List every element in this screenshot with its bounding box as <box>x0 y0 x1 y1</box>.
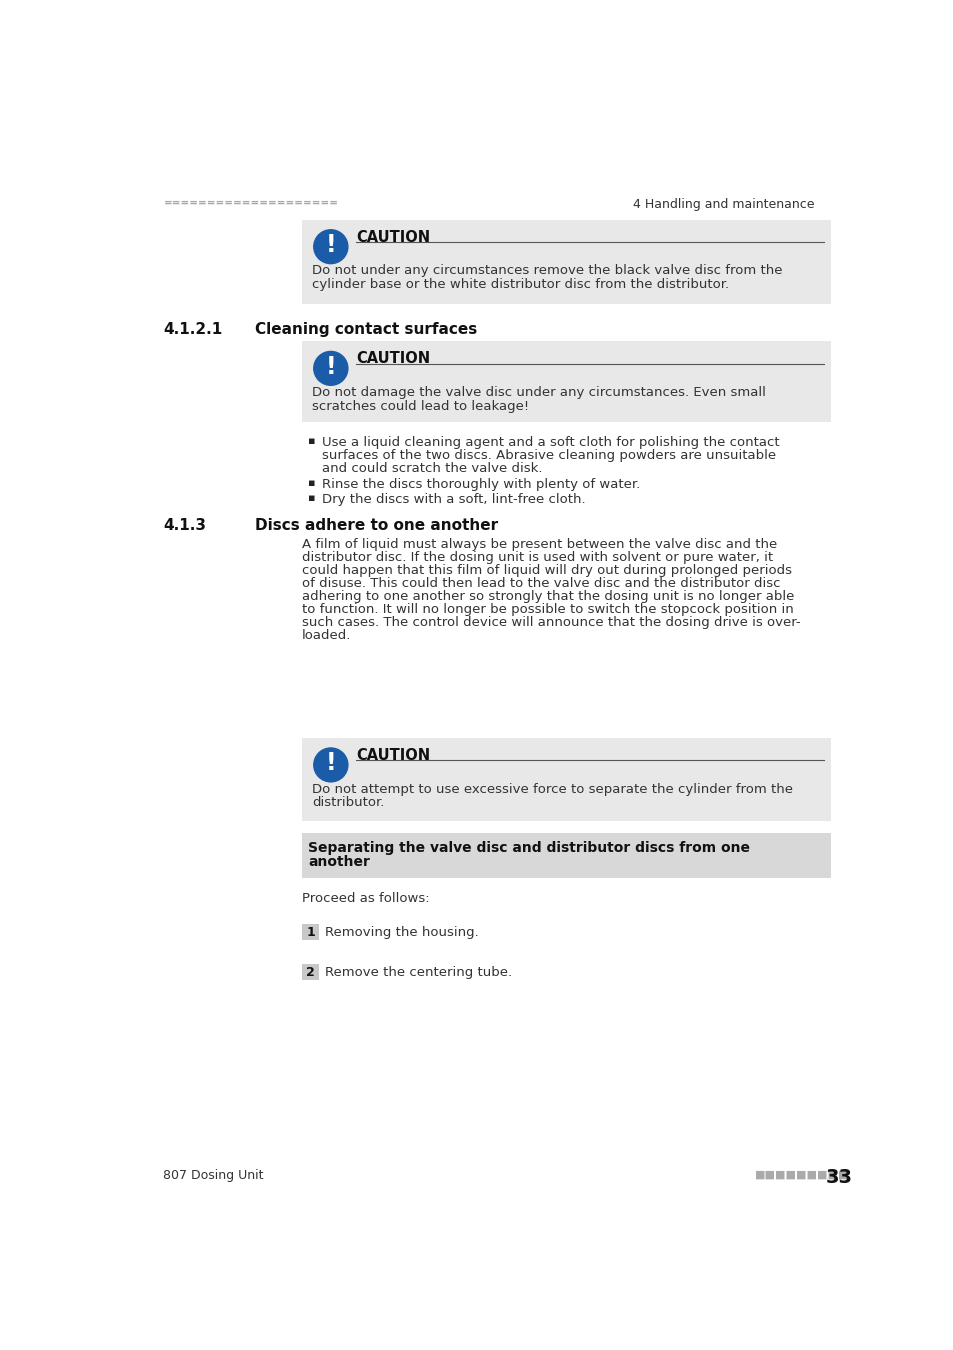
Text: distributor disc. If the dosing unit is used with solvent or pure water, it: distributor disc. If the dosing unit is … <box>302 551 773 564</box>
Text: to function. It will no longer be possible to switch the stopcock position in: to function. It will no longer be possib… <box>302 603 793 616</box>
Text: !: ! <box>325 752 335 775</box>
Text: CAUTION: CAUTION <box>356 748 430 763</box>
Text: scratches could lead to leakage!: scratches could lead to leakage! <box>312 400 529 413</box>
Circle shape <box>314 230 348 263</box>
Text: A film of liquid must always be present between the valve disc and the: A film of liquid must always be present … <box>302 537 777 551</box>
Text: cylinder base or the white distributor disc from the distributor.: cylinder base or the white distributor d… <box>312 278 729 292</box>
Text: 1: 1 <box>306 926 314 938</box>
Text: Remove the centering tube.: Remove the centering tube. <box>325 965 512 979</box>
Text: distributor.: distributor. <box>312 796 384 810</box>
Text: CAUTION: CAUTION <box>356 230 430 244</box>
Text: Do not damage the valve disc under any circumstances. Even small: Do not damage the valve disc under any c… <box>312 386 765 400</box>
Text: adhering to one another so strongly that the dosing unit is no longer able: adhering to one another so strongly that… <box>302 590 794 603</box>
Text: !: ! <box>325 355 335 379</box>
Text: Use a liquid cleaning agent and a soft cloth for polishing the contact: Use a liquid cleaning agent and a soft c… <box>322 436 780 450</box>
Text: of disuse. This could then lead to the valve disc and the distributor disc: of disuse. This could then lead to the v… <box>302 576 780 590</box>
Text: Do not attempt to use excessive force to separate the cylinder from the: Do not attempt to use excessive force to… <box>312 783 792 795</box>
Circle shape <box>314 748 348 782</box>
FancyBboxPatch shape <box>302 964 319 980</box>
Text: loaded.: loaded. <box>302 629 351 643</box>
Text: CAUTION: CAUTION <box>356 351 430 366</box>
Text: Proceed as follows:: Proceed as follows: <box>302 892 429 904</box>
FancyBboxPatch shape <box>302 220 831 305</box>
Text: ■■■■■■■■■: ■■■■■■■■■ <box>754 1169 848 1179</box>
Text: Discs adhere to one another: Discs adhere to one another <box>254 518 497 533</box>
FancyBboxPatch shape <box>302 738 831 821</box>
Text: could happen that this film of liquid will dry out during prolonged periods: could happen that this film of liquid wi… <box>302 564 791 576</box>
Text: Cleaning contact surfaces: Cleaning contact surfaces <box>254 323 476 338</box>
Text: and could scratch the valve disk.: and could scratch the valve disk. <box>322 462 542 475</box>
Text: 2: 2 <box>306 965 314 979</box>
Text: 807 Dosing Unit: 807 Dosing Unit <box>163 1169 264 1183</box>
Text: !: ! <box>325 234 335 256</box>
Text: ▪: ▪ <box>307 436 314 446</box>
Text: surfaces of the two discs. Abrasive cleaning powders are unsuitable: surfaces of the two discs. Abrasive clea… <box>322 450 776 462</box>
FancyBboxPatch shape <box>302 925 319 940</box>
Text: 4.1.2.1: 4.1.2.1 <box>163 323 222 338</box>
Text: another: another <box>308 855 370 869</box>
FancyBboxPatch shape <box>302 833 831 878</box>
Text: Do not under any circumstances remove the black valve disc from the: Do not under any circumstances remove th… <box>312 265 781 277</box>
Text: 4.1.3: 4.1.3 <box>163 518 206 533</box>
FancyBboxPatch shape <box>302 342 831 423</box>
Text: ====================: ==================== <box>163 198 338 208</box>
Text: 33: 33 <box>825 1168 852 1187</box>
Text: such cases. The control device will announce that the dosing drive is over-: such cases. The control device will anno… <box>302 617 800 629</box>
Text: Dry the discs with a soft, lint-free cloth.: Dry the discs with a soft, lint-free clo… <box>322 493 585 506</box>
Circle shape <box>314 351 348 385</box>
Text: ▪: ▪ <box>307 478 314 489</box>
Text: Removing the housing.: Removing the housing. <box>325 926 478 938</box>
Text: Separating the valve disc and distributor discs from one: Separating the valve disc and distributo… <box>308 841 750 855</box>
Text: Rinse the discs thoroughly with plenty of water.: Rinse the discs thoroughly with plenty o… <box>322 478 639 491</box>
Text: ▪: ▪ <box>307 493 314 504</box>
Text: 4 Handling and maintenance: 4 Handling and maintenance <box>632 198 814 211</box>
